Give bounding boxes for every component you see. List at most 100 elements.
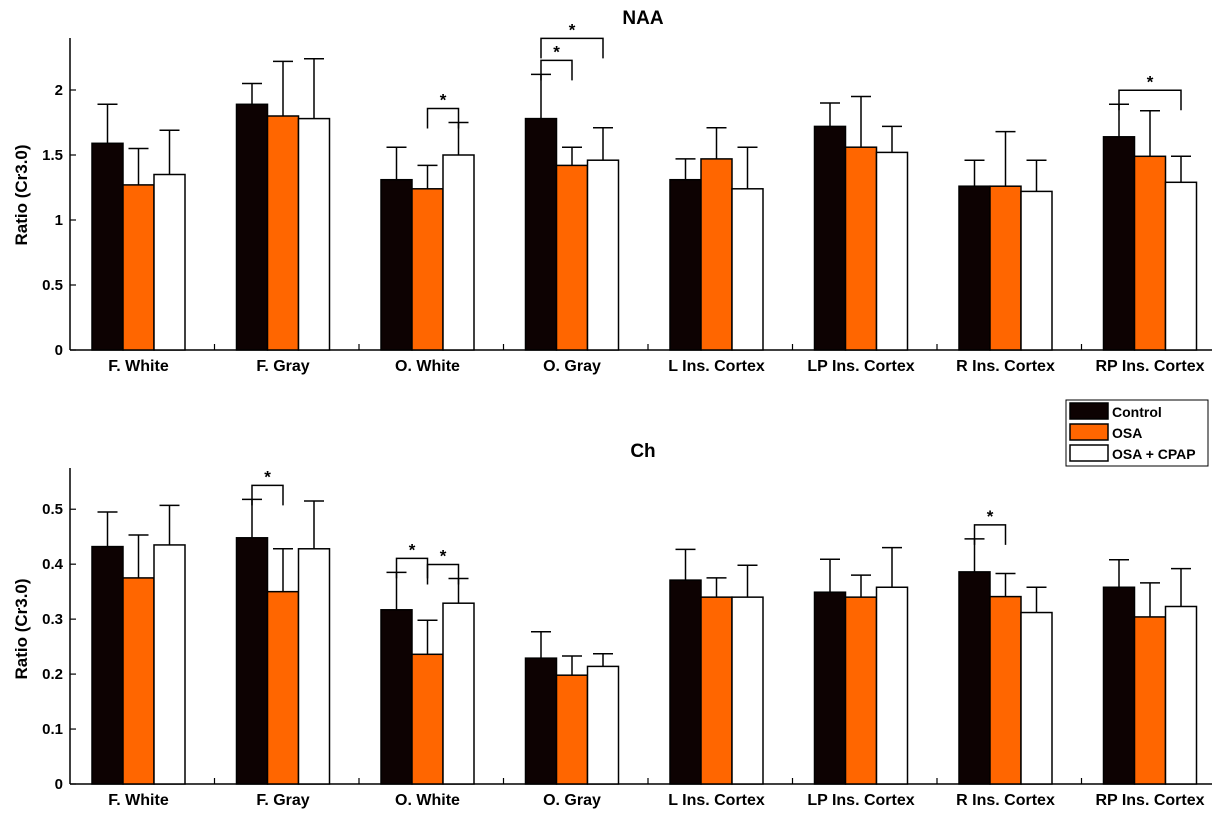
legend-swatch-osa	[1069, 423, 1109, 441]
naa-bar-control	[235, 103, 269, 351]
ch-bar-osa	[989, 595, 1022, 785]
naa-chart-title: NAA	[622, 8, 663, 29]
legend-label-osa-cpap: OSA + CPAP	[1112, 446, 1196, 462]
naa-bar-control	[91, 142, 124, 351]
naa-bar-osa	[555, 164, 589, 351]
ch-bar-control	[235, 537, 269, 785]
ch-y-tick-label: 0	[55, 776, 63, 793]
naa-category-label: O. White	[395, 358, 460, 375]
naa-significance-star: *	[569, 20, 576, 39]
ch-bar-osa-cpap	[731, 596, 764, 785]
ch-category-label: R Ins. Cortex	[956, 792, 1055, 809]
ch-bar-osa-cpap	[1164, 605, 1198, 785]
ch-bar-osa	[1133, 616, 1167, 785]
ch-significance-star: *	[409, 540, 416, 559]
ch-category-label: O. Gray	[543, 792, 601, 809]
legend-swatch-control	[1069, 402, 1109, 420]
naa-bar-control	[813, 125, 847, 351]
naa-panel: NAA Ratio (Cr3.0) 0 0.5 1 1.5 2 F. White F. Gr…	[12, 8, 1212, 375]
ch-bar-osa	[844, 596, 878, 785]
ch-bar-control	[91, 545, 124, 785]
ch-category-label: O. White	[395, 792, 460, 809]
ch-bar-osa-cpap	[586, 665, 620, 785]
ch-bar-control	[524, 657, 558, 785]
naa-bar-osa	[411, 188, 444, 351]
naa-y-tick-label: 2	[55, 82, 63, 99]
naa-plot-area: 0 0.5 1 1.5 2 F. White F. Gray O. White O. Gray L…	[42, 20, 1212, 375]
ch-bar-osa-cpap	[875, 586, 909, 785]
ch-category-label: F. White	[108, 792, 169, 809]
naa-bar-osa	[989, 185, 1022, 351]
ch-bar-control	[669, 579, 702, 785]
naa-bar-osa	[844, 146, 878, 351]
ch-bar-osa-cpap	[297, 548, 331, 785]
naa-bar-osa	[1133, 155, 1167, 351]
ch-significance-star: *	[264, 467, 271, 486]
ch-category-label: L Ins. Cortex	[668, 792, 765, 809]
naa-bar-control	[958, 185, 991, 351]
naa-y-tick-label: 0.5	[42, 277, 63, 294]
naa-category-label: LP Ins. Cortex	[807, 358, 914, 375]
naa-significance-star: *	[1147, 72, 1154, 91]
naa-bar-osa	[122, 184, 155, 351]
naa-bar-control	[1102, 136, 1136, 351]
naa-significance-bracket	[540, 37, 604, 59]
ch-y-tick-label: 0.1	[42, 721, 63, 738]
naa-significance-bracket	[426, 107, 460, 129]
ch-y-tick-label: 0.5	[42, 501, 63, 518]
ch-category-label: F. Gray	[256, 792, 309, 809]
naa-significance-star: *	[553, 42, 560, 61]
naa-bar-control	[669, 178, 702, 351]
naa-bar-osa-cpap	[153, 173, 186, 351]
ch-significance-star: *	[440, 546, 447, 565]
ch-bar-control	[1102, 586, 1136, 785]
chart-legend: Control OSA OSA + CPAP	[1065, 399, 1209, 467]
ch-plot-area: 0 0.1 0.2 0.3 0.4 0.5 F. White F. Gray O. White O…	[42, 467, 1212, 809]
ch-bar-osa-cpap	[442, 602, 475, 785]
ch-bar-osa	[700, 596, 733, 785]
ch-significance-bracket	[251, 484, 284, 506]
naa-category-label: RP Ins. Cortex	[1095, 358, 1204, 375]
ch-category-label: LP Ins. Cortex	[807, 792, 914, 809]
ch-bar-osa	[266, 590, 300, 785]
ch-y-axis-label: Ratio (Cr3.0)	[12, 578, 31, 679]
legend-label-osa: OSA	[1112, 425, 1142, 441]
naa-category-label: F. Gray	[256, 358, 309, 375]
legend-label-control: Control	[1112, 404, 1162, 420]
ch-bar-osa	[122, 577, 155, 785]
ch-bar-control	[380, 609, 413, 785]
naa-category-label: R Ins. Cortex	[956, 358, 1055, 375]
ch-bar-control	[958, 571, 991, 785]
naa-category-label: F. White	[108, 358, 169, 375]
ch-y-tick-label: 0.4	[42, 556, 64, 573]
naa-y-tick-label: 1.5	[42, 147, 63, 164]
naa-bar-osa	[266, 115, 300, 351]
naa-significance-bracket	[1118, 89, 1182, 111]
ch-significance-star: *	[987, 507, 994, 526]
naa-bar-osa-cpap	[731, 188, 764, 351]
legend-swatch-osa-cpap	[1069, 444, 1109, 462]
naa-bar-osa-cpap	[297, 117, 331, 351]
ch-bar-osa-cpap	[153, 544, 186, 785]
ch-significance-bracket	[426, 563, 460, 585]
naa-bar-osa-cpap	[1020, 190, 1053, 351]
ch-bar-osa	[555, 674, 589, 785]
ch-bar-osa-cpap	[1020, 611, 1053, 785]
ch-category-label: RP Ins. Cortex	[1095, 792, 1204, 809]
ch-significance-bracket	[395, 557, 429, 579]
naa-bar-osa	[700, 158, 733, 351]
naa-bar-osa-cpap	[442, 154, 475, 351]
naa-bar-osa-cpap	[1164, 181, 1198, 351]
ch-bar-osa	[411, 653, 444, 785]
ch-chart-title: Ch	[630, 441, 655, 462]
naa-y-axis-label: Ratio (Cr3.0)	[12, 144, 31, 245]
naa-bar-control	[524, 117, 558, 351]
naa-bar-osa-cpap	[875, 151, 909, 351]
naa-bar-control	[380, 178, 413, 351]
ch-panel: Ch Ratio (Cr3.0) 0 0.1 0.2 0.3 0.4 0.5 F. Whit…	[12, 441, 1212, 809]
naa-y-tick-label: 0	[55, 342, 63, 359]
naa-y-tick-label: 1	[55, 212, 63, 229]
naa-significance-star: *	[440, 91, 447, 110]
naa-significance-bracket	[540, 59, 573, 81]
